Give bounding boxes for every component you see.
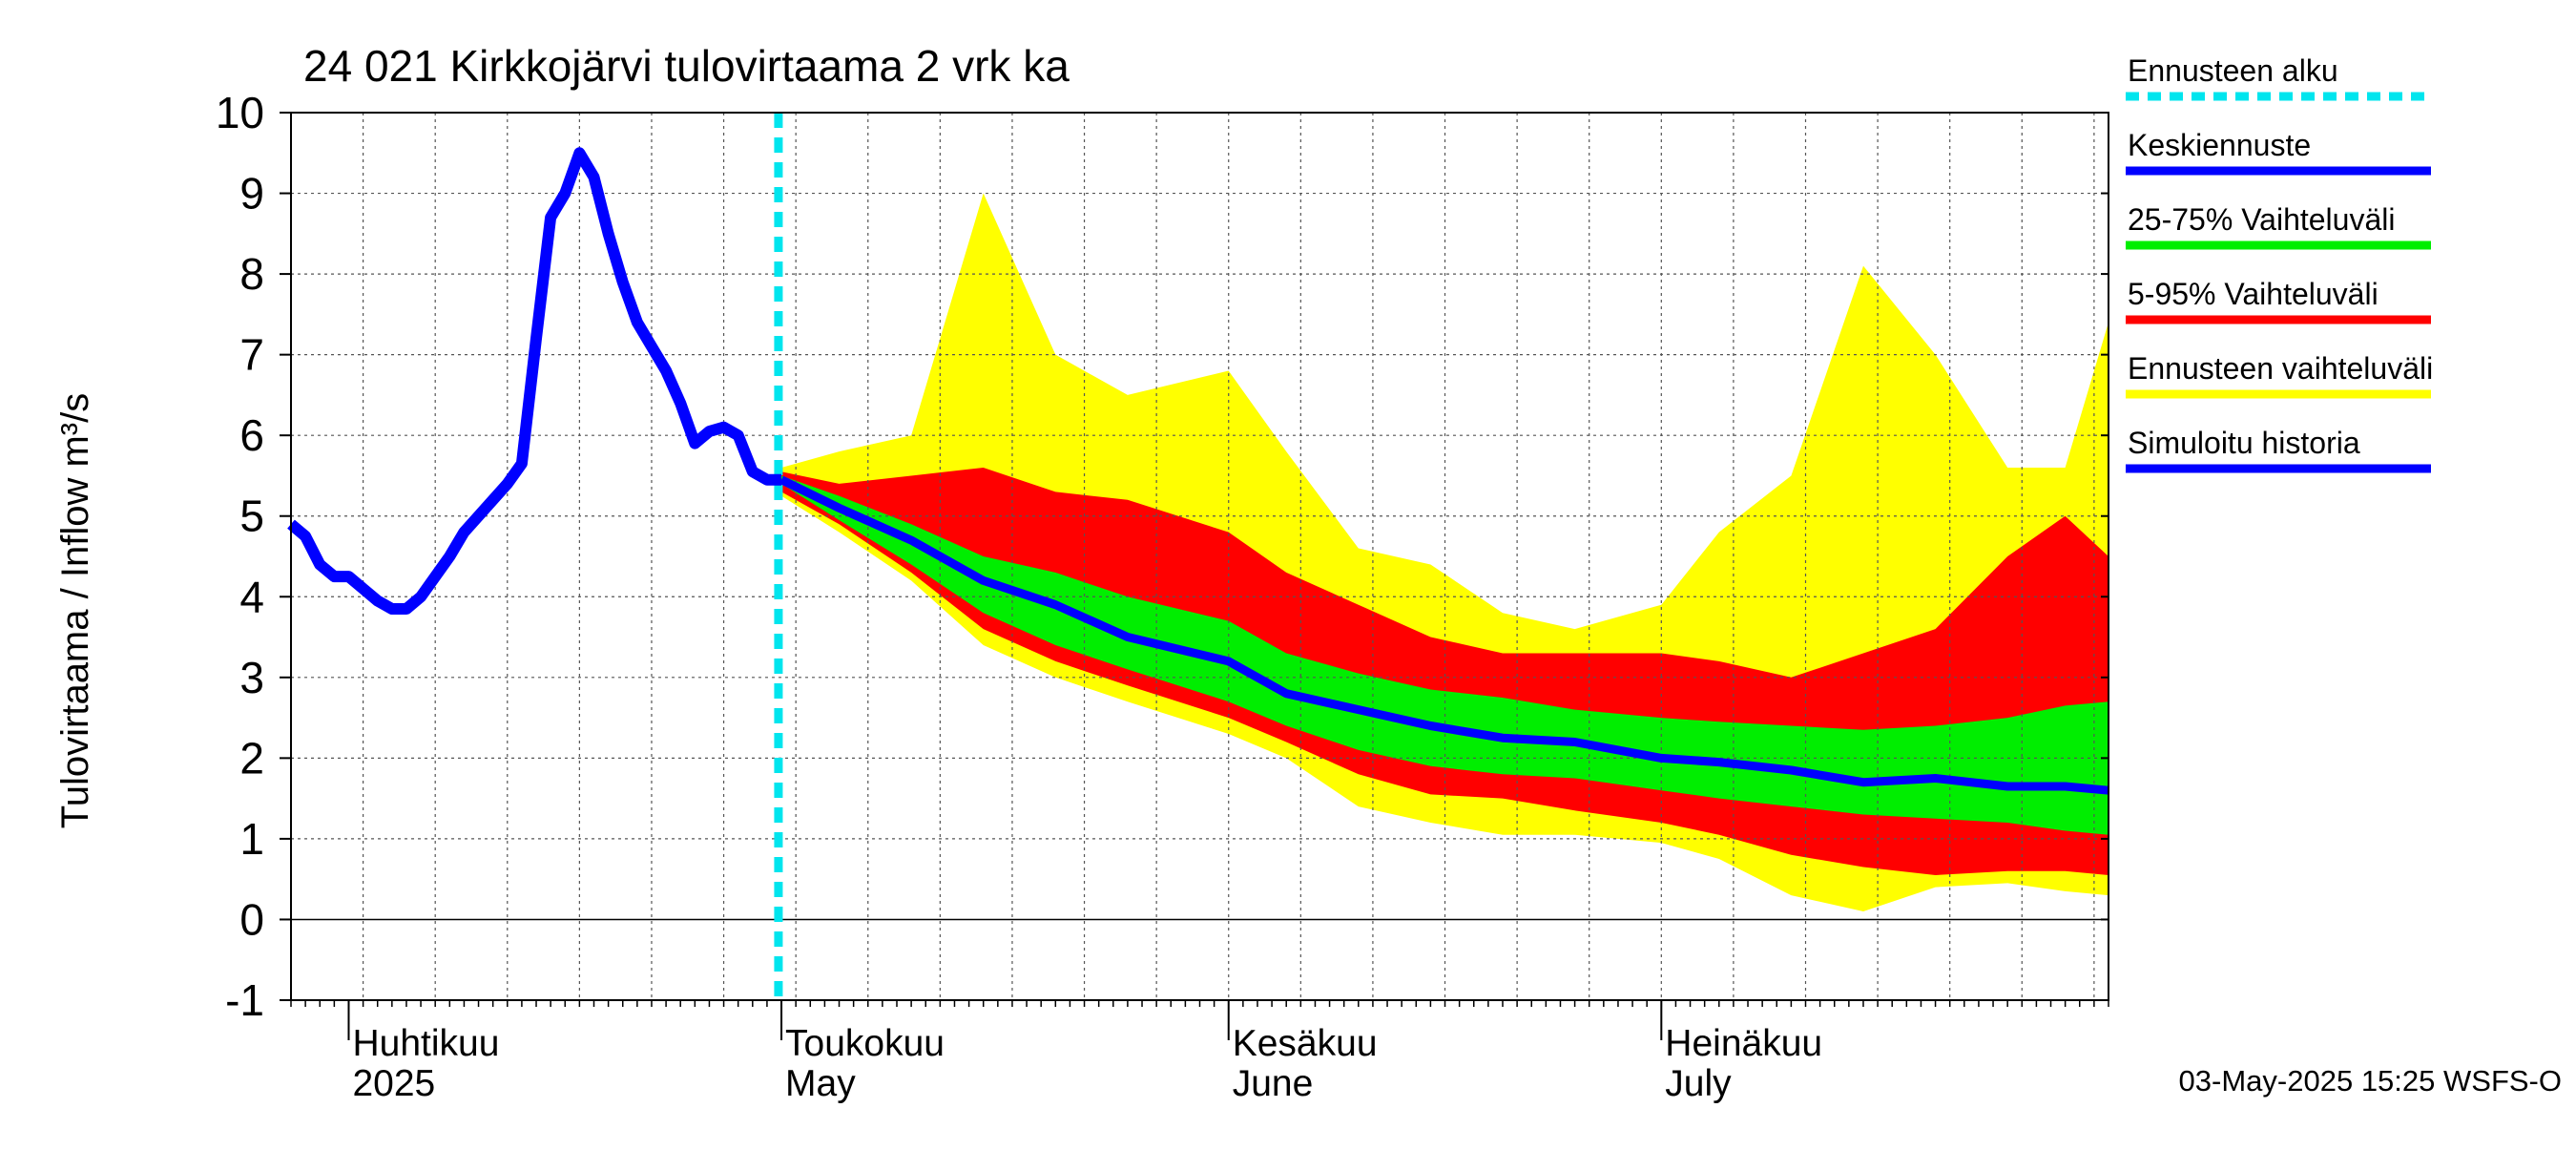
month-sublabel: 2025	[352, 1063, 435, 1104]
month-sublabel: June	[1233, 1063, 1314, 1104]
y-tick-label: 8	[239, 249, 264, 299]
grid	[291, 113, 2109, 1000]
legend-label: 25-75% Vaihteluväli	[2128, 202, 2395, 237]
median-forecast-line	[779, 475, 2109, 795]
y-tick-label: -1	[225, 975, 264, 1025]
legend-label: Keskiennuste	[2128, 128, 2311, 162]
legend-label: Simuloitu historia	[2128, 426, 2360, 460]
y-tick-label: 5	[239, 491, 264, 541]
month-label: Toukokuu	[785, 1023, 945, 1064]
legend-label: 5-95% Vaihteluväli	[2128, 277, 2379, 311]
month-sublabel: May	[785, 1063, 856, 1104]
y-tick-label: 2	[239, 733, 264, 783]
y-tick-label: 7	[239, 330, 264, 380]
y-tick-label: 9	[239, 169, 264, 219]
month-label: Huhtikuu	[352, 1023, 499, 1064]
forecast-bands	[781, 193, 2109, 911]
legend-label: Ennusteen vaihteluväli	[2128, 351, 2433, 386]
y-axis-label: Tulovirtaama / Inflow m³/s	[54, 393, 96, 828]
y-tick-label: 10	[216, 88, 264, 137]
month-sublabel: July	[1665, 1063, 1732, 1104]
legend: Ennusteen alku Keskiennuste 25-75% Vaihtel…	[2126, 53, 2433, 473]
y-tick-label: 1	[239, 814, 264, 864]
y-tick-label: 4	[239, 572, 264, 621]
legend-label: Ennusteen alku	[2128, 53, 2338, 88]
y-tick-label: 6	[239, 410, 264, 460]
y-tick-label: 3	[239, 653, 264, 702]
y-tick-label: 0	[239, 894, 264, 944]
month-label: Heinäkuu	[1665, 1023, 1822, 1064]
band-25-75	[781, 475, 2109, 835]
month-label: Kesäkuu	[1233, 1023, 1378, 1064]
timestamp-footer: 03-May-2025 15:25 WSFS-O	[2179, 1064, 2562, 1098]
chart-title: 24 021 Kirkkojärvi tulovirtaama 2 vrk ka	[303, 41, 1070, 91]
series-lines	[287, 113, 2109, 1000]
simulated-history-line	[287, 147, 781, 615]
